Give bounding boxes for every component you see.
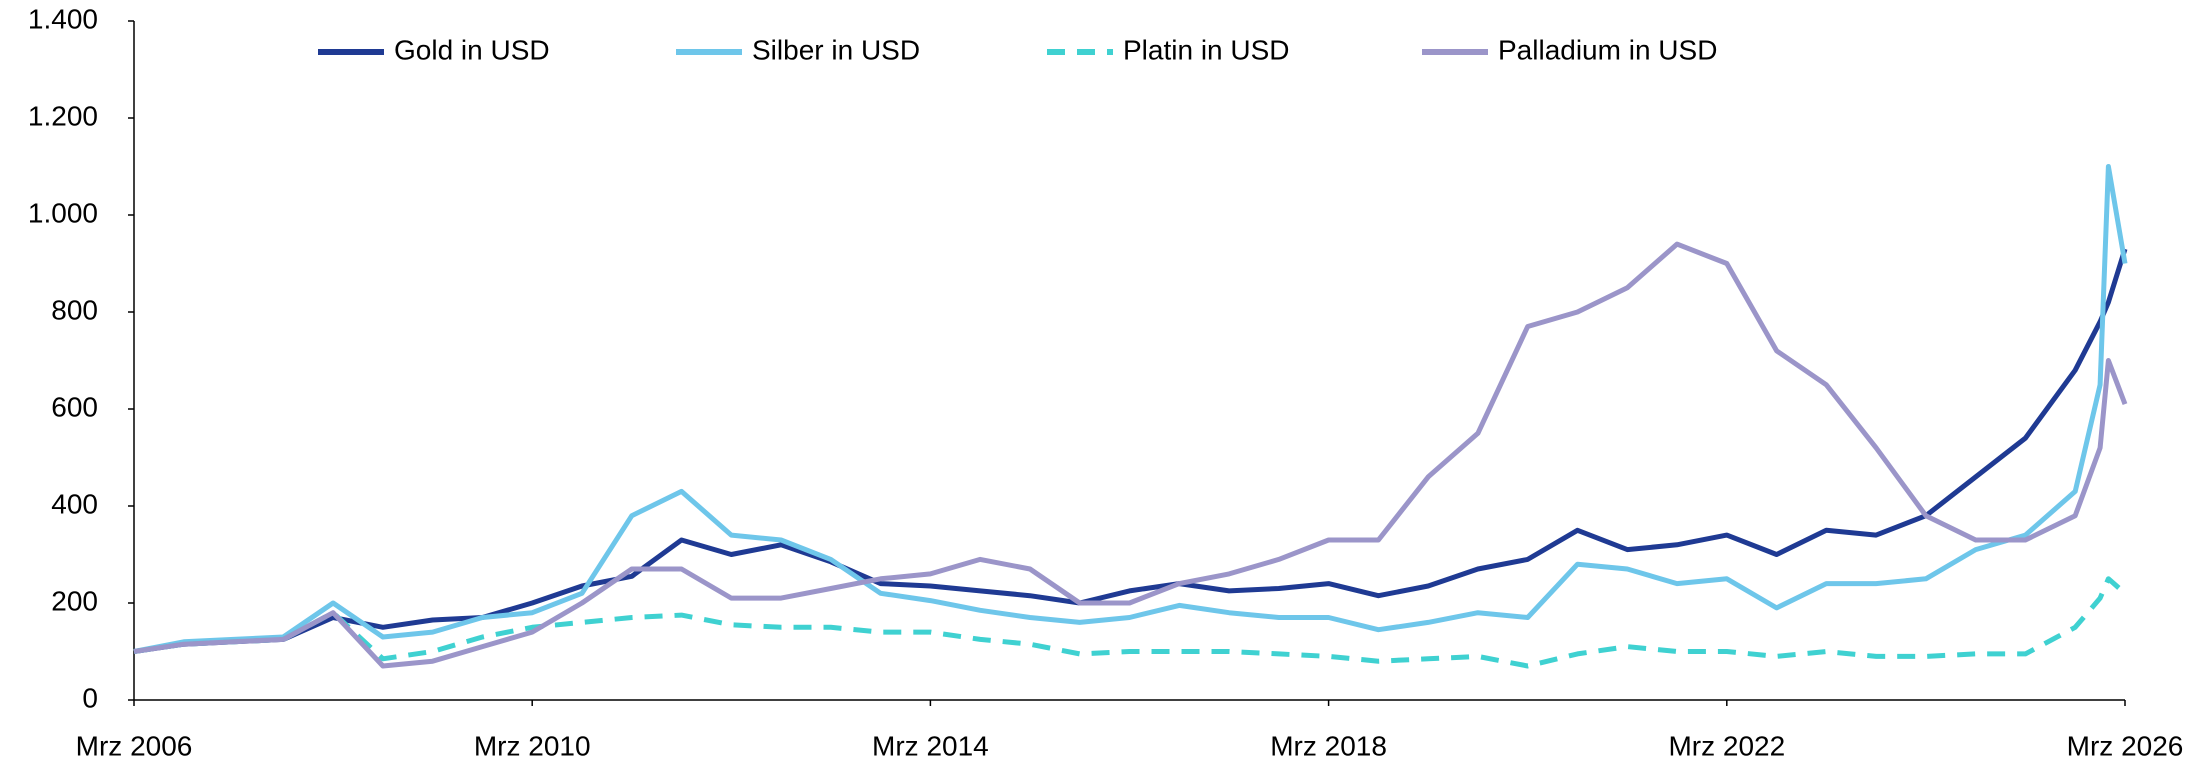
x-tick-label: Mrz 2018 [1270,730,1387,761]
y-tick-label: 600 [51,391,98,422]
y-tick-label: 1.000 [28,197,98,228]
y-tick-label: 400 [51,488,98,519]
series-line [133,576,2127,669]
y-tick-label: 1.400 [28,3,98,34]
series-line [133,241,2128,669]
y-tick-label: 200 [51,585,98,616]
legend-label: Silber in USD [752,34,920,65]
x-tick-label: Mrz 2022 [1668,730,1785,761]
y-tick-label: 1.200 [28,100,98,131]
legend-label: Gold in USD [394,34,550,65]
x-tick-label: Mrz 2014 [872,730,989,761]
series-line [133,164,2128,654]
y-tick-label: 0 [82,682,98,713]
legend-label: Palladium in USD [1498,34,1717,65]
x-tick-label: Mrz 2026 [2067,730,2184,761]
legend-label: Platin in USD [1123,34,1290,65]
series-line [133,248,2128,654]
x-tick-label: Mrz 2010 [474,730,591,761]
x-tick-label: Mrz 2006 [76,730,193,761]
y-tick-label: 800 [51,294,98,325]
